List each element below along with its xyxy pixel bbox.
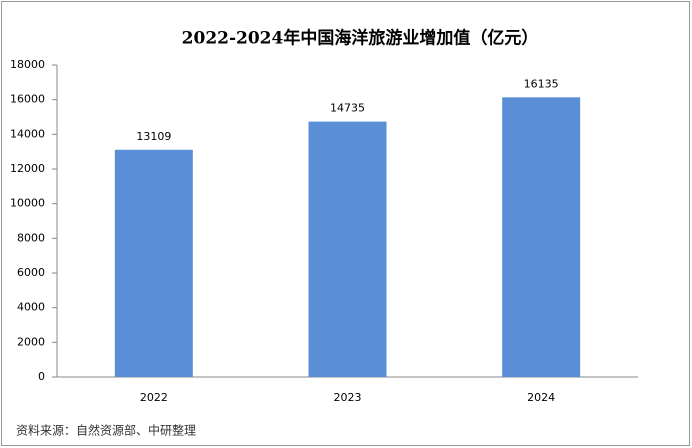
data-label: 14735 (330, 102, 365, 115)
bar (502, 97, 581, 378)
y-tick-label: 14000 (10, 127, 45, 140)
x-tick-label: 2022 (140, 391, 168, 404)
y-tick-label: 16000 (10, 93, 45, 106)
y-tick-label: 18000 (10, 58, 45, 71)
bar (308, 121, 387, 378)
x-tick-label: 2024 (527, 391, 555, 404)
data-label: 16135 (524, 77, 559, 90)
x-tick-label: 2023 (334, 391, 362, 404)
y-tick-label: 0 (38, 370, 45, 383)
bar (114, 149, 193, 377)
y-tick-label: 2000 (17, 335, 45, 348)
y-tick-label: 12000 (10, 162, 45, 175)
y-tick-label: 10000 (10, 197, 45, 210)
y-tick-label: 6000 (17, 266, 45, 279)
y-tick-label: 4000 (17, 301, 45, 314)
chart-title: 2022-2024年中国海洋旅游业增加值（亿元） (182, 28, 539, 49)
source-note: 资料来源：自然资源部、中研整理 (16, 423, 196, 438)
data-label: 13109 (136, 130, 171, 143)
y-tick-label: 8000 (17, 231, 45, 244)
